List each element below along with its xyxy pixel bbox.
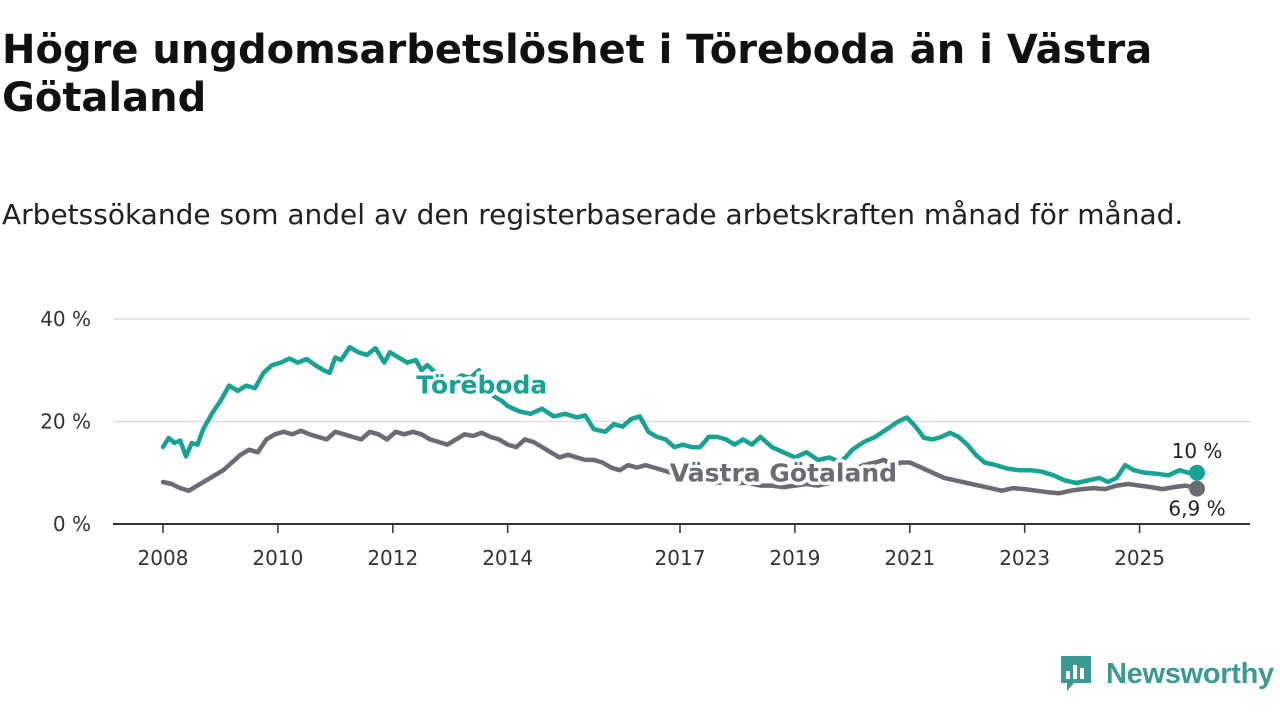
series-label-toreboda: Töreboda [416, 370, 547, 399]
brand-name: Newsworthy [1106, 657, 1274, 690]
gridlines [113, 318, 1250, 423]
x-tick-label: 2012 [367, 546, 418, 570]
x-tick-label: 2017 [655, 546, 706, 570]
series-line-toreboda [160, 344, 1200, 486]
line-chart: 0 % 20 % 40 % 2008 2010 2012 2014 2017 2019 2021… [40, 307, 1250, 570]
end-value-vastra-gotaland: 6,9 % [1168, 497, 1225, 521]
y-tick-label: 0 % [53, 512, 91, 536]
x-tick-label: 2014 [482, 546, 533, 570]
x-tick-label: 2021 [884, 546, 935, 570]
x-tick-label: 2019 [769, 546, 820, 570]
series-lines [160, 344, 1200, 496]
x-tick-label: 2008 [138, 546, 189, 570]
series-line-vastra-gotaland [160, 428, 1200, 496]
y-axis-labels: 0 % 20 % 40 % [40, 307, 91, 536]
end-markers: 10 % 6,9 % [1168, 439, 1225, 521]
x-tick-label: 2023 [999, 546, 1050, 570]
end-marker-vastra-gotaland [1189, 480, 1205, 497]
x-axis: 2008 2010 2012 2014 2017 2019 2021 2023 2025 [113, 523, 1250, 570]
bar-chart-icon [1061, 656, 1091, 691]
series-labels: Töreboda Västra Götaland [413, 367, 901, 491]
chart-title: Högre ungdomsarbetslöshet i Töreboda än … [2, 27, 1153, 121]
end-marker-toreboda [1189, 464, 1205, 481]
newsworthy-logo: Newsworthy [1058, 654, 1274, 694]
y-tick-label: 20 % [40, 410, 91, 434]
y-tick-label: 40 % [40, 307, 91, 331]
end-value-toreboda: 10 % [1172, 439, 1223, 463]
x-tick-label: 2010 [252, 546, 303, 570]
chart-subtitle: Arbetssökande som andel av den registerb… [2, 198, 1184, 231]
x-tick-label: 2025 [1114, 546, 1165, 570]
series-label-vastra-gotaland: Västra Götaland [670, 458, 897, 487]
